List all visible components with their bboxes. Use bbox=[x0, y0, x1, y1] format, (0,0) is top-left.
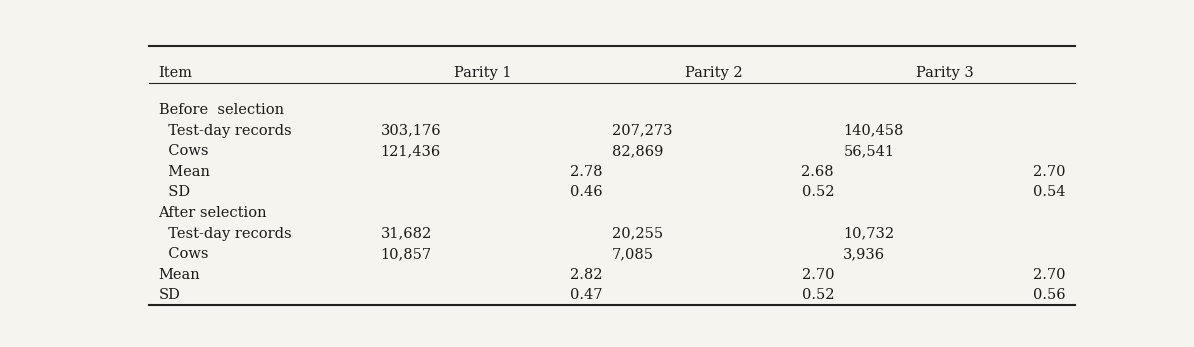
Text: Before  selection: Before selection bbox=[159, 103, 284, 117]
Text: 31,682: 31,682 bbox=[381, 227, 432, 240]
Text: Parity 1: Parity 1 bbox=[454, 66, 511, 80]
Text: 303,176: 303,176 bbox=[381, 124, 442, 138]
Text: 56,541: 56,541 bbox=[843, 144, 894, 158]
Text: SD: SD bbox=[159, 288, 180, 302]
Text: 2.70: 2.70 bbox=[1033, 268, 1065, 282]
Text: 2.68: 2.68 bbox=[801, 165, 835, 179]
Text: 2.78: 2.78 bbox=[571, 165, 603, 179]
Text: 3,936: 3,936 bbox=[843, 247, 886, 261]
Text: 10,857: 10,857 bbox=[381, 247, 432, 261]
Text: 10,732: 10,732 bbox=[843, 227, 894, 240]
Text: Item: Item bbox=[159, 66, 192, 80]
Text: Test-day records: Test-day records bbox=[159, 227, 291, 240]
Text: 2.70: 2.70 bbox=[1033, 165, 1065, 179]
Text: Cows: Cows bbox=[159, 144, 208, 158]
Text: Parity 3: Parity 3 bbox=[916, 66, 974, 80]
Text: 82,869: 82,869 bbox=[613, 144, 664, 158]
Text: 7,085: 7,085 bbox=[613, 247, 654, 261]
Text: 140,458: 140,458 bbox=[843, 124, 904, 138]
Text: 207,273: 207,273 bbox=[613, 124, 672, 138]
Text: 0.54: 0.54 bbox=[1033, 185, 1065, 200]
Text: Mean: Mean bbox=[159, 268, 201, 282]
Text: Test-day records: Test-day records bbox=[159, 124, 291, 138]
Text: Mean: Mean bbox=[159, 165, 209, 179]
Text: 121,436: 121,436 bbox=[381, 144, 441, 158]
Text: 0.47: 0.47 bbox=[571, 288, 603, 302]
Text: Parity 2: Parity 2 bbox=[685, 66, 743, 80]
Text: Cows: Cows bbox=[159, 247, 208, 261]
Text: 0.46: 0.46 bbox=[570, 185, 603, 200]
Text: 0.52: 0.52 bbox=[801, 288, 835, 302]
Text: 0.56: 0.56 bbox=[1033, 288, 1065, 302]
Text: SD: SD bbox=[159, 185, 190, 200]
Text: After selection: After selection bbox=[159, 206, 267, 220]
Text: 2.82: 2.82 bbox=[571, 268, 603, 282]
Text: 20,255: 20,255 bbox=[613, 227, 663, 240]
Text: 2.70: 2.70 bbox=[801, 268, 835, 282]
Text: 0.52: 0.52 bbox=[801, 185, 835, 200]
